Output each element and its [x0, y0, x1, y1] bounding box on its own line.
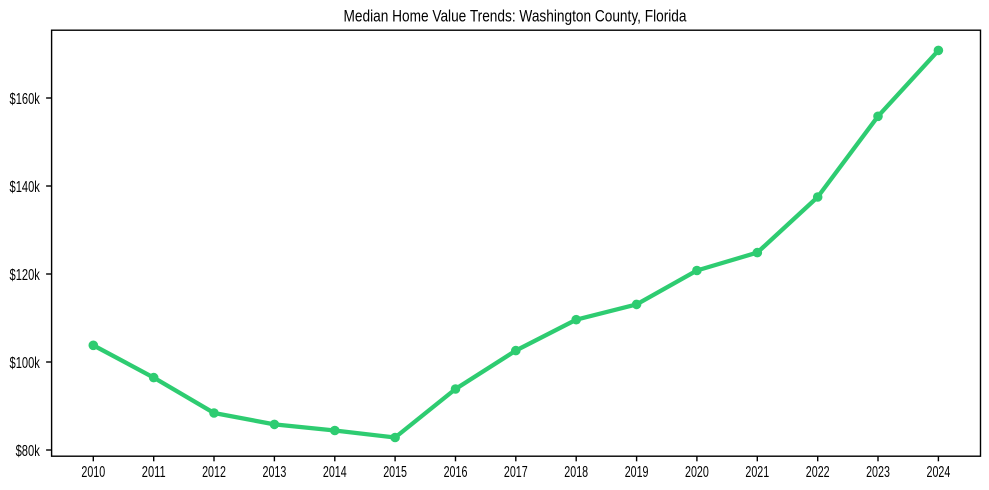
- svg-text:2016: 2016: [444, 464, 468, 481]
- svg-text:2012: 2012: [202, 464, 226, 481]
- svg-text:2015: 2015: [383, 464, 407, 481]
- svg-text:2011: 2011: [142, 464, 166, 481]
- svg-text:2020: 2020: [685, 464, 709, 481]
- svg-text:$80k: $80k: [16, 443, 41, 460]
- svg-text:Median Home Value Trends: Wash: Median Home Value Trends: Washington Cou…: [344, 8, 688, 26]
- svg-text:$140k: $140k: [10, 179, 41, 196]
- svg-text:2013: 2013: [263, 464, 287, 481]
- svg-text:2022: 2022: [806, 464, 830, 481]
- svg-text:$120k: $120k: [10, 267, 41, 284]
- svg-text:2017: 2017: [504, 464, 528, 481]
- svg-text:2023: 2023: [866, 464, 890, 481]
- svg-text:2019: 2019: [625, 464, 649, 481]
- svg-text:2010: 2010: [81, 464, 105, 481]
- svg-text:$100k: $100k: [10, 355, 41, 372]
- svg-text:2014: 2014: [323, 464, 347, 481]
- svg-text:2018: 2018: [564, 464, 588, 481]
- svg-text:$160k: $160k: [10, 91, 41, 108]
- svg-text:2021: 2021: [745, 464, 769, 481]
- svg-text:2024: 2024: [927, 464, 951, 481]
